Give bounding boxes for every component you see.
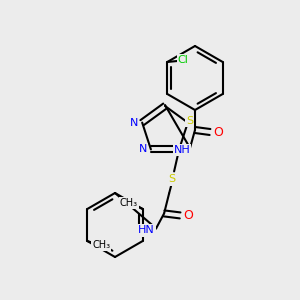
Text: O: O: [213, 125, 223, 139]
Text: S: S: [186, 116, 194, 126]
Text: NH: NH: [174, 145, 190, 155]
Text: S: S: [169, 174, 176, 184]
Text: N: N: [139, 144, 147, 154]
Text: O: O: [183, 209, 193, 222]
Text: HN: HN: [138, 225, 154, 236]
Text: N: N: [130, 118, 138, 128]
Text: Cl: Cl: [178, 55, 189, 65]
Text: CH₃: CH₃: [120, 198, 138, 208]
Text: CH₃: CH₃: [92, 240, 110, 250]
